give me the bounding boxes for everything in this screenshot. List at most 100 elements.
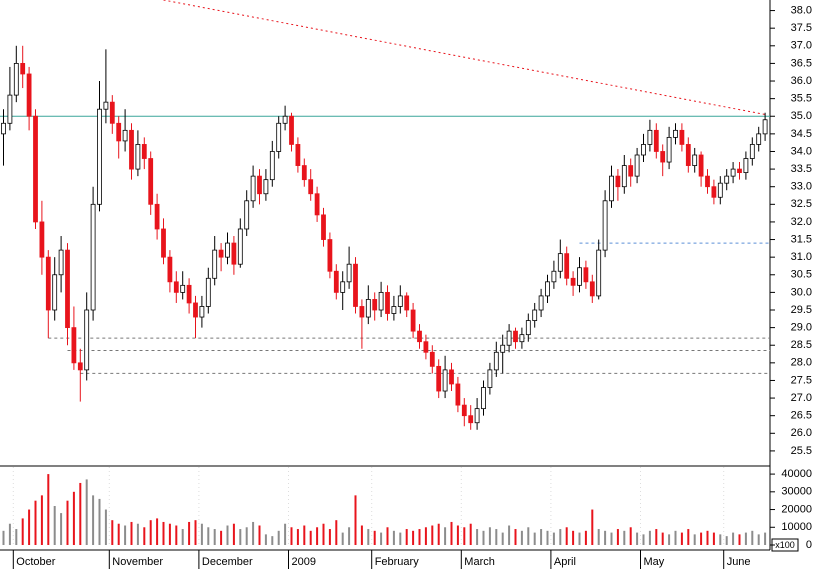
volume-bar	[175, 525, 178, 545]
volume-bar	[693, 534, 696, 545]
candle-body	[634, 154, 640, 177]
volume-bar	[200, 523, 203, 545]
volume-bar	[661, 532, 664, 545]
y-tick-label: 28.0	[791, 357, 812, 369]
volume-bar	[437, 523, 440, 545]
volume-bar	[744, 532, 747, 545]
candle-body	[26, 73, 32, 117]
candle-body	[33, 115, 38, 223]
candle-body	[282, 115, 288, 124]
y-tick-label: 34.5	[791, 128, 812, 140]
candle-body	[45, 256, 51, 311]
x-tick-label: December	[202, 556, 253, 568]
volume-bar	[764, 532, 767, 545]
candle-body	[564, 253, 570, 279]
volume-bar	[92, 495, 95, 545]
candle-body	[244, 200, 250, 230]
candle-body	[436, 365, 442, 392]
volume-bar	[188, 521, 191, 545]
volume-bar	[450, 521, 453, 545]
volume-bar	[668, 534, 671, 545]
candle-body	[410, 309, 416, 332]
volume-bar	[444, 527, 447, 545]
candle-body	[77, 362, 83, 371]
volume-bar	[277, 530, 280, 545]
candle-body	[577, 267, 582, 286]
volume-bar	[680, 532, 683, 545]
volume-bar	[527, 527, 530, 545]
volume-bar	[469, 523, 472, 545]
y-tick-label: 31.5	[791, 233, 812, 245]
volume-bar	[252, 521, 255, 545]
volume-bar	[47, 474, 50, 545]
volume-bar	[8, 523, 11, 545]
candle-body	[557, 253, 563, 272]
volume-bar	[712, 532, 715, 545]
candle-body	[461, 404, 467, 417]
candle-body	[378, 291, 384, 311]
volume-bar	[245, 527, 248, 545]
candle-body	[711, 186, 717, 198]
volume-bar	[610, 532, 613, 545]
candle-body	[545, 281, 550, 297]
volume-bar	[405, 529, 408, 545]
candle-body	[90, 203, 96, 311]
candle-body	[333, 270, 339, 293]
volume-bar	[552, 532, 555, 545]
volume-bar	[303, 525, 306, 545]
y-tick-label: 28.5	[791, 339, 812, 351]
volume-bar	[514, 529, 517, 545]
candle-body	[743, 158, 749, 174]
candle-body	[679, 129, 685, 145]
candle-body	[346, 263, 352, 283]
candle-body	[513, 330, 518, 343]
y-tick-label: 38.0	[791, 4, 812, 16]
volume-bar	[546, 530, 549, 545]
volume-bar	[616, 529, 619, 545]
volume-bar	[40, 495, 43, 545]
y-tick-label: 27.0	[791, 392, 812, 404]
candle-body	[109, 101, 115, 124]
volume-bar	[706, 530, 709, 545]
volume-bar	[271, 536, 274, 545]
candle-body	[666, 136, 672, 163]
volume-bar	[72, 491, 75, 545]
volume-bar	[130, 521, 133, 545]
volume-bar	[738, 534, 741, 545]
candle-body	[525, 320, 531, 336]
candle-body	[20, 63, 26, 75]
candle-body	[660, 151, 666, 163]
candle-body	[583, 267, 589, 283]
volume-bar	[226, 525, 229, 545]
candle-body	[301, 165, 307, 181]
candle-body	[7, 94, 13, 124]
candle-body	[257, 175, 262, 195]
y-tick-label: 30.5	[791, 269, 812, 281]
candle-body	[442, 369, 448, 392]
candle-body	[730, 168, 736, 177]
candle-body	[154, 203, 160, 230]
volume-bar	[360, 525, 363, 545]
candle-body	[250, 175, 256, 202]
y-tick-label: 26.0	[791, 427, 812, 439]
candle-body	[295, 144, 301, 166]
y-tick-label: 29.0	[791, 322, 812, 334]
volume-bar	[591, 509, 594, 545]
candle-body	[397, 295, 403, 307]
volume-bar	[623, 530, 626, 545]
y-tick-label: 26.5	[791, 410, 812, 422]
candle-body	[717, 182, 723, 198]
candle-body	[122, 129, 128, 142]
candle-body	[353, 263, 358, 307]
volume-tick-label: 20000	[781, 503, 812, 515]
candle-body	[167, 256, 173, 283]
volume-bar	[386, 527, 389, 545]
volume-bar	[239, 529, 242, 545]
volume-bar	[354, 495, 357, 545]
volume-bar	[316, 527, 319, 545]
volume-bar	[501, 532, 504, 545]
volume-unit: x100	[775, 540, 795, 550]
y-tick-label: 37.0	[791, 40, 812, 52]
